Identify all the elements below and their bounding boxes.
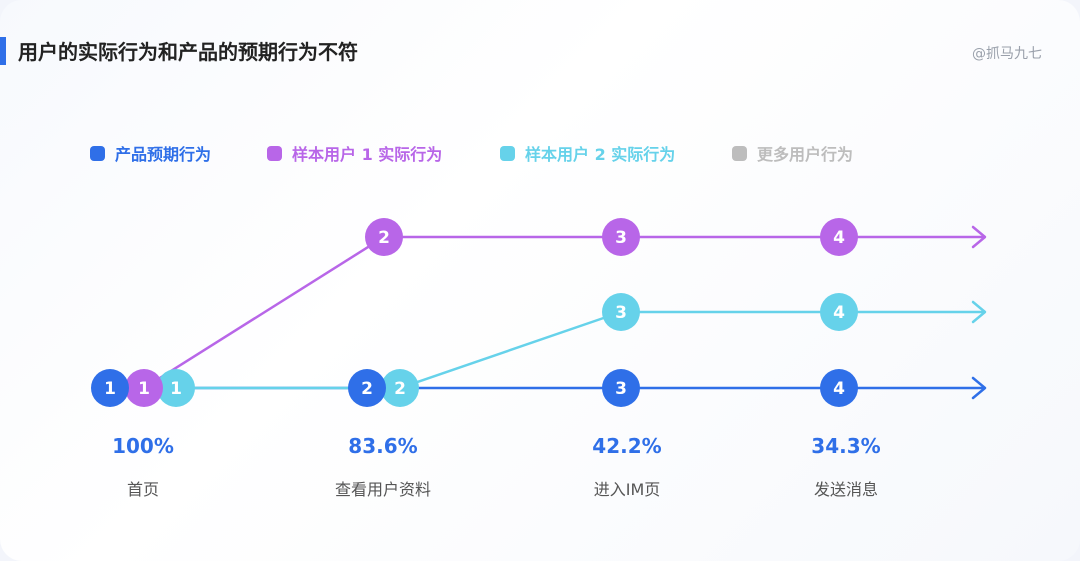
- product-node-1: [91, 369, 129, 407]
- step-percent-im: 42.2%: [592, 434, 662, 458]
- legend-swatch-product: [90, 145, 105, 161]
- user2-node-3-label: 3: [615, 303, 627, 323]
- user2-node-3: [602, 293, 640, 331]
- product-node-4-label: 4: [833, 379, 845, 399]
- user1-node-1: [125, 369, 163, 407]
- legend-label-product: 产品预期行为: [115, 145, 212, 164]
- step-percent-message: 34.3%: [811, 434, 881, 458]
- watermark: @抓马九七: [972, 46, 1042, 62]
- product-node-2: [348, 369, 386, 407]
- user1-path-arrow: [971, 225, 987, 249]
- user2-node-1-label: 1: [170, 379, 182, 399]
- legend-item-more: 更多用户行为: [732, 141, 853, 165]
- legend-label-user1: 样本用户 1 实际行为: [292, 145, 443, 164]
- legend-swatch-more: [732, 145, 747, 161]
- step-label-homepage: 首页: [126, 480, 159, 499]
- user1-node-2: [365, 218, 403, 256]
- title-accent-bar: [0, 37, 6, 65]
- user2-path-line-2: [399, 310, 622, 390]
- user1-node-4-label: 4: [833, 228, 845, 248]
- step-percent-profile: 83.6%: [348, 434, 418, 458]
- step-percent-homepage: 100%: [112, 434, 174, 458]
- page-title: 用户的实际行为和产品的预期行为不符: [18, 40, 358, 64]
- user1-node-2-label: 2: [378, 228, 390, 248]
- user1-node-3: [602, 218, 640, 256]
- legend-label-user2: 样本用户 2 实际行为: [525, 145, 676, 164]
- legend-swatch-user2: [500, 145, 515, 161]
- step-label-im: 进入IM页: [593, 480, 661, 499]
- user1-path-line-1: [143, 235, 385, 390]
- legend: 产品预期行为 样本用户 1 实际行为 样本用户 2 实际行为 更多用户行为: [0, 141, 1080, 165]
- legend-item-product: 产品预期行为: [90, 141, 211, 165]
- product-node-3: [602, 369, 640, 407]
- legend-item-user1: 样本用户 1 实际行为: [267, 141, 442, 165]
- user2-node-2: [381, 369, 419, 407]
- product-node-2-label: 2: [361, 379, 373, 399]
- user1-node-4: [820, 218, 858, 256]
- legend-item-user2: 样本用户 2 实际行为: [500, 141, 675, 165]
- product-node-3-label: 3: [615, 379, 627, 399]
- user1-node-3-label: 3: [615, 228, 627, 248]
- step-label-profile: 查看用户资料: [334, 480, 431, 499]
- user2-path-arrow: [971, 300, 987, 324]
- step-label-message: 发送消息: [813, 480, 878, 499]
- user2-node-1: [157, 369, 195, 407]
- legend-swatch-user1: [267, 145, 282, 161]
- user1-node-1-label: 1: [138, 379, 150, 399]
- product-path-arrow: [971, 376, 987, 400]
- legend-label-more: 更多用户行为: [757, 145, 854, 164]
- user2-node-4-label: 4: [833, 303, 845, 323]
- product-node-4: [820, 369, 858, 407]
- user2-node-2-label: 2: [394, 379, 406, 399]
- product-node-1-label: 1: [104, 379, 116, 399]
- user2-node-4: [820, 293, 858, 331]
